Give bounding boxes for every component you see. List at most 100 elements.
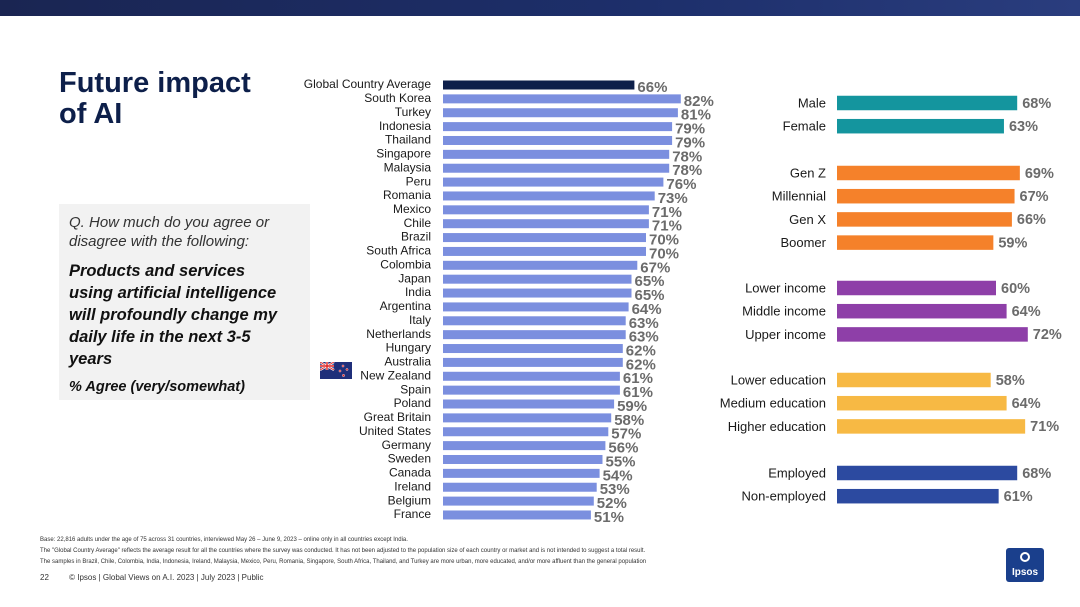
country-label-hungary: Hungary: [386, 341, 431, 355]
question-line-1: Q. How much do you agree or: [69, 214, 270, 231]
demographic-label-gen-z: Gen Z: [790, 165, 826, 180]
demographic-value-boomer: 59%: [998, 235, 1027, 251]
statement-line-3: will profoundly change my: [69, 306, 278, 324]
country-value-mexico: 71%: [652, 204, 682, 221]
country-label-indonesia: Indonesia: [379, 119, 431, 133]
country-label-brazil: Brazil: [401, 230, 431, 244]
country-bar-turkey: [443, 108, 678, 118]
country-value-south-korea: 82%: [684, 93, 714, 110]
country-value-argentina: 64%: [632, 301, 662, 318]
country-value-united-states: 57%: [611, 426, 641, 443]
demographic-label-lower-income: Lower income: [745, 280, 826, 295]
country-bar-france: [443, 510, 591, 520]
footnote-average: The "Global Country Average" reflects th…: [40, 548, 646, 554]
country-value-sweden: 55%: [606, 453, 636, 470]
country-value-japan: 65%: [635, 273, 665, 290]
country-bar-italy: [443, 316, 626, 326]
country-value-brazil: 70%: [649, 232, 679, 249]
title-line-2: of AI: [59, 98, 123, 130]
country-bar-australia: [443, 357, 623, 367]
demographic-label-millennial: Millennial: [772, 189, 826, 204]
demographic-label-medium-education: Medium education: [720, 396, 826, 411]
agreement-bar-charts: Global Country Average 66% South Korea 82% T…: [304, 77, 1062, 526]
demographic-label-upper-income: Upper income: [745, 327, 826, 342]
country-bar-brazil: [443, 233, 646, 243]
country-label-new-zealand: New Zealand: [360, 368, 431, 382]
demographic-value-higher-education: 71%: [1030, 419, 1059, 435]
country-value-india: 65%: [635, 287, 665, 304]
logo-circle-icon: [1020, 552, 1030, 562]
country-label-japan: Japan: [398, 271, 431, 285]
demographic-value-millennial: 67%: [1020, 189, 1049, 205]
country-value-netherlands: 63%: [629, 329, 659, 346]
demographic-bar-upper-income: [837, 327, 1028, 342]
country-bar-indonesia: [443, 122, 673, 132]
country-bar-netherlands: [443, 330, 626, 340]
country-bar-spain: [443, 385, 620, 395]
country-value-hungary: 62%: [626, 342, 656, 359]
demographic-bar-boomer: [837, 235, 994, 250]
country-value-peru: 76%: [666, 176, 696, 193]
footnote-samples: The samples in Brazil, Chile, Colombia, …: [40, 559, 647, 565]
country-label-south-korea: South Korea: [364, 91, 431, 105]
country-value-global-country-average: 66%: [637, 79, 667, 96]
demographic-label-gen-x: Gen X: [789, 212, 826, 227]
demographic-bar-non-employed: [837, 488, 999, 504]
country-value-thailand: 79%: [675, 134, 705, 151]
country-bar-india: [443, 288, 632, 298]
country-label-thailand: Thailand: [385, 133, 431, 147]
statement-line-2: using artificial intelligence: [69, 284, 277, 302]
demographic-value-gen-x: 66%: [1017, 212, 1046, 228]
question-line-2: disagree with the following:: [69, 233, 250, 250]
demographic-bar-gen-x: [837, 212, 1012, 227]
demographic-value-middle-income: 64%: [1012, 304, 1041, 320]
demographic-value-non-employed: 61%: [1004, 489, 1033, 505]
country-bar-germany: [443, 441, 606, 451]
country-value-ireland: 53%: [600, 481, 630, 498]
country-value-great-britain: 58%: [614, 412, 644, 429]
country-bar-south-africa: [443, 246, 646, 256]
country-bar-thailand: [443, 135, 673, 145]
footer-text: © Ipsos | Global Views on A.I. 2023 | Ju…: [69, 573, 264, 582]
ipsos-logo: Ipsos: [1006, 548, 1044, 582]
footer: 22 © Ipsos | Global Views on A.I. 2023 |…: [40, 573, 281, 582]
country-value-malaysia: 78%: [672, 162, 702, 179]
country-label-colombia: Colombia: [380, 257, 431, 271]
country-bar-argentina: [443, 302, 629, 312]
country-bar-new-zealand: [443, 371, 620, 381]
statement-line-1: Products and services: [69, 262, 246, 280]
country-value-colombia: 67%: [640, 259, 670, 276]
demographic-label-higher-education: Higher education: [728, 419, 826, 434]
country-label-spain: Spain: [400, 382, 431, 396]
country-bar-romania: [443, 191, 655, 201]
country-value-romania: 73%: [658, 190, 688, 207]
country-label-chile: Chile: [404, 216, 432, 230]
country-label-italy: Italy: [409, 313, 431, 327]
country-bar-colombia: [443, 260, 638, 270]
demographic-label-boomer: Boomer: [780, 235, 826, 250]
country-bar-global-country-average: [443, 80, 635, 90]
country-value-singapore: 78%: [672, 148, 702, 165]
demographic-label-lower-education: Lower education: [731, 372, 826, 387]
country-bar-chile: [443, 219, 649, 229]
country-bar-great-britain: [443, 413, 612, 423]
page-number: 22: [40, 573, 49, 582]
country-value-germany: 56%: [608, 440, 638, 457]
demographic-bar-higher-education: [837, 419, 1026, 434]
country-label-poland: Poland: [394, 396, 431, 410]
footnote-base: Base: 22,816 adults under the age of 75 …: [40, 537, 408, 543]
demographic-bar-millennial: [837, 188, 1015, 204]
country-label-germany: Germany: [382, 438, 431, 452]
country-bar-singapore: [443, 149, 670, 159]
country-label-argentina: Argentina: [380, 299, 432, 313]
country-bar-poland: [443, 399, 615, 409]
country-label-france: France: [394, 507, 432, 521]
country-label-sweden: Sweden: [388, 452, 431, 466]
demographic-label-middle-income: Middle income: [742, 304, 826, 319]
demographic-value-lower-income: 60%: [1001, 281, 1030, 297]
country-label-belgium: Belgium: [388, 493, 431, 507]
demographic-value-employed: 68%: [1022, 466, 1051, 482]
demographic-bar-female: [837, 118, 1004, 134]
demographic-label-female: Female: [783, 119, 826, 134]
title-line-1: Future impact: [59, 67, 251, 99]
